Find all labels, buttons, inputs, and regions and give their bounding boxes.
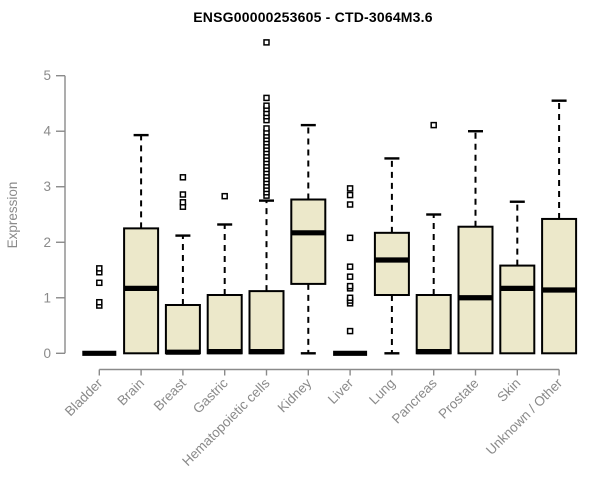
- box: [541, 217, 578, 355]
- outlier-point: [346, 185, 354, 192]
- box: [373, 231, 410, 297]
- outlier-point: [263, 94, 270, 102]
- boxplot-group: [499, 200, 536, 355]
- y-tick-label: 0: [43, 346, 51, 361]
- outlier-point: [263, 102, 270, 109]
- outlier-point: [346, 234, 354, 242]
- box: [457, 225, 494, 355]
- outlier-point: [263, 125, 270, 132]
- boxplot-group: [415, 121, 452, 355]
- boxplot-group: [164, 174, 201, 355]
- boxplot-group: [82, 265, 117, 356]
- outlier-point: [221, 192, 228, 200]
- outlier-point: [430, 121, 437, 129]
- boxplot-group: [457, 130, 494, 355]
- outlier-point: [96, 298, 103, 306]
- boxplot-group: [123, 133, 160, 355]
- y-tick-label: 5: [43, 68, 51, 83]
- outlier-point: [346, 327, 354, 335]
- boxplot-group: [248, 39, 285, 355]
- outlier-point: [346, 282, 354, 290]
- x-category-label: Kidney: [275, 375, 315, 415]
- y-tick-label: 4: [43, 124, 51, 139]
- outlier-point: [179, 199, 187, 206]
- boxplot-group: [290, 123, 327, 355]
- x-category-label: Pancreas: [389, 375, 440, 426]
- y-tick-label: 2: [43, 235, 51, 250]
- outlier-point: [96, 265, 103, 272]
- y-tick-label: 1: [43, 290, 51, 305]
- box: [499, 264, 536, 355]
- outlier-point: [346, 201, 354, 208]
- boxplot-group: [333, 185, 368, 356]
- x-category-label: Gastric: [190, 375, 231, 416]
- x-category-label: Lung: [366, 376, 398, 408]
- x-category-label: Skin: [494, 376, 523, 405]
- x-category-label: Bladder: [62, 375, 106, 419]
- outlier-point: [346, 273, 354, 280]
- box: [415, 294, 452, 355]
- boxplot-group: [373, 157, 410, 355]
- x-category-label: Liver: [325, 375, 357, 407]
- x-category-label: Breast: [151, 375, 189, 413]
- x-category-label: Brain: [114, 376, 147, 409]
- box: [248, 290, 285, 355]
- outlier-point: [263, 39, 270, 46]
- outlier-point: [179, 174, 187, 181]
- x-category-label: Prostate: [435, 376, 481, 422]
- x-category-label: Unknown / Other: [483, 375, 566, 458]
- boxplot-group: [206, 192, 243, 355]
- outlier-point: [179, 191, 187, 198]
- outlier-point: [346, 294, 354, 302]
- chart-title: ENSG00000253605 - CTD-3064M3.6: [193, 9, 433, 25]
- outlier-point: [346, 263, 354, 270]
- outlier-point: [96, 279, 103, 287]
- outlier-point: [346, 191, 354, 199]
- box: [206, 294, 243, 355]
- boxplot-group: [541, 99, 578, 355]
- box: [290, 198, 327, 285]
- box: [164, 303, 201, 355]
- y-tick-label: 3: [43, 179, 51, 194]
